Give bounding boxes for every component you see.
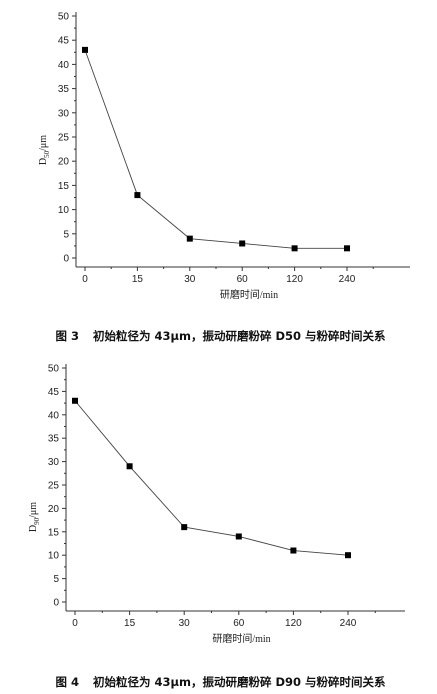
data-point-marker (186, 235, 193, 242)
data-point-marker (126, 463, 133, 470)
y-tick-label: 0 (53, 598, 59, 609)
y-tick-label: 15 (58, 181, 70, 192)
x-axis-title: 研磨时间/min (212, 632, 270, 645)
y-axis-title: D50/μm (38, 135, 51, 165)
x-tick-label: 0 (72, 618, 78, 629)
figure-3-label: 图 3 (55, 329, 79, 343)
y-tick-label: 30 (58, 108, 70, 119)
figure-3: 0 5 10 15 20 25 30 35 40 45 50 0 15 30 60 120 240 研磨时间/mi… (0, 12, 437, 344)
series-line (74, 400, 349, 556)
x-tick-label: 120 (286, 274, 303, 285)
data-point-marker (239, 240, 246, 247)
y-tick-label: 40 (48, 410, 60, 421)
x-tick-label: 30 (179, 618, 191, 629)
y-tick-label: 45 (58, 36, 70, 47)
y-axis-title-unit: /μm (28, 502, 39, 518)
data-point-marker (134, 192, 141, 199)
figure-3-caption: 图 3 初始粒径为 43μm，振动研磨粉碎 D50 与粉碎时间关系 (0, 328, 437, 344)
y-tick-label: 25 (48, 481, 60, 492)
y-tick-label: 45 (48, 387, 60, 398)
x-tick-label: 120 (285, 618, 302, 629)
data-point-marker (181, 524, 188, 531)
y-tick-label: 5 (53, 574, 59, 585)
y-tick-label: 50 (48, 364, 60, 375)
y-tick-label: 35 (48, 434, 60, 445)
y-tick-label: 20 (48, 504, 60, 515)
x-tick-label: 15 (132, 274, 144, 285)
d90-line-chart: 0 5 10 15 20 25 30 35 40 45 50 0 15 30 60 120 240 研磨时间/mi… (28, 364, 405, 645)
y-tick-label: 25 (58, 133, 70, 144)
data-point-marker (291, 245, 298, 252)
figure-4: 0 5 10 15 20 25 30 35 40 45 50 0 15 30 60 120 240 研磨时间/mi… (0, 352, 437, 694)
y-tick-label: 40 (58, 60, 70, 71)
data-point-marker (72, 397, 78, 404)
x-tick-label: 0 (82, 274, 88, 285)
x-tick-label: 240 (339, 274, 356, 285)
x-tick-label: 15 (124, 618, 136, 629)
x-tick-label: 60 (237, 274, 249, 285)
x-axis-title: 研磨时间/min (220, 288, 278, 301)
y-tick-label: 20 (58, 157, 70, 168)
y-tick-label: 30 (48, 457, 60, 468)
y-axis-title: D90/μm (28, 502, 41, 532)
figure-3-caption-text: 初始粒径为 43μm，振动研磨粉碎 D50 与粉碎时间关系 (93, 329, 386, 343)
data-point-marker (344, 245, 350, 252)
y-tick-label: 10 (58, 205, 70, 216)
data-point-marker (82, 46, 88, 53)
figure-4-caption: 图 4 初始粒径为 43μm，振动研磨粉碎 D90 与粉碎时间关系 (0, 674, 437, 690)
x-tick-label: 30 (184, 274, 196, 285)
y-tick-label: 5 (63, 229, 69, 240)
figure-4-label: 图 4 (55, 675, 79, 689)
data-point-marker (235, 533, 242, 540)
y-axis-title-main: D (38, 158, 49, 165)
y-axis-title-subscript: 90 (33, 517, 41, 525)
d50-line-chart: 0 5 10 15 20 25 30 35 40 45 50 0 15 30 60 120 240 研磨时间/mi… (38, 12, 410, 301)
y-tick-label: 35 (58, 84, 70, 95)
y-tick-label: 10 (48, 551, 60, 562)
y-axis-title-main: D (28, 525, 39, 532)
x-tick-label: 60 (233, 618, 245, 629)
y-tick-label: 50 (58, 12, 70, 23)
y-axis-title-unit: /μm (38, 135, 49, 151)
y-axis-title-subscript: 50 (43, 150, 51, 158)
data-point-marker (290, 547, 297, 554)
figure-4-caption-text: 初始粒径为 43μm，振动研磨粉碎 D90 与粉碎时间关系 (93, 675, 386, 689)
series-line (84, 49, 347, 249)
y-tick-label: 0 (63, 254, 69, 265)
data-point-marker (345, 552, 351, 559)
y-tick-label: 15 (48, 527, 60, 538)
x-tick-label: 240 (340, 618, 357, 629)
